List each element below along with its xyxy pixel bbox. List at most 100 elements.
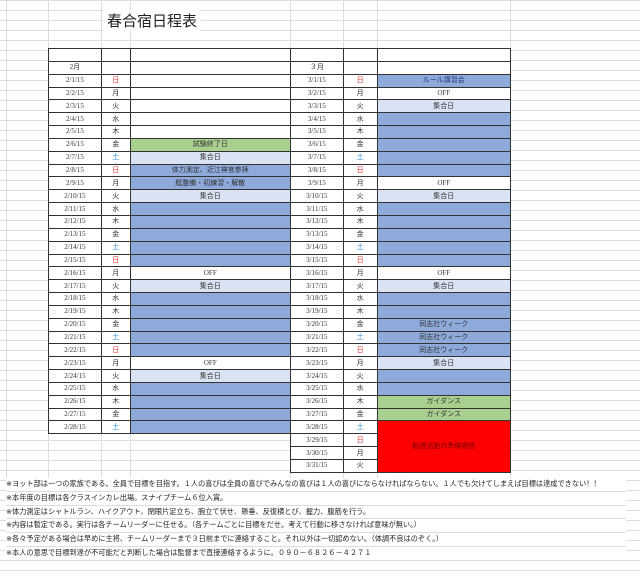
event-cell[interactable]: [376, 240, 512, 255]
date-cell[interactable]: 3/27/15: [290, 407, 344, 422]
weekday-cell[interactable]: 土: [342, 330, 378, 345]
weekday-cell[interactable]: 火: [100, 189, 131, 204]
weekday-cell[interactable]: 日: [342, 343, 378, 358]
event-cell[interactable]: 同志社ウィーク: [376, 343, 512, 358]
event-cell[interactable]: 集合日: [129, 279, 292, 294]
date-cell[interactable]: 3/28/15: [290, 420, 344, 435]
weekday-cell[interactable]: 火: [100, 369, 131, 383]
event-cell[interactable]: [376, 163, 512, 178]
event-cell[interactable]: [376, 125, 512, 139]
weekday-cell[interactable]: 木: [100, 394, 131, 409]
date-cell[interactable]: 3/9/15: [290, 176, 344, 191]
date-cell[interactable]: 2/4/15: [48, 112, 102, 127]
event-cell[interactable]: [129, 420, 292, 435]
date-cell[interactable]: 3/10/15: [290, 189, 344, 204]
event-cell[interactable]: 勧誘活動の準備期間: [376, 420, 512, 473]
event-cell[interactable]: OFF: [376, 86, 512, 101]
weekday-cell[interactable]: 月: [342, 356, 378, 371]
event-cell[interactable]: [129, 394, 292, 409]
weekday-cell[interactable]: 水: [100, 112, 131, 127]
weekday-cell[interactable]: 火: [342, 369, 378, 383]
weekday-cell[interactable]: 日: [100, 73, 131, 88]
weekday-cell[interactable]: 金: [342, 407, 378, 422]
date-cell[interactable]: 3/23/15: [290, 356, 344, 371]
date-cell[interactable]: 2/27/15: [48, 407, 102, 422]
date-cell[interactable]: 3/26/15: [290, 394, 344, 409]
weekday-cell[interactable]: 水: [342, 202, 378, 216]
event-cell[interactable]: 集合日: [129, 150, 292, 165]
weekday-cell[interactable]: 土: [342, 420, 378, 435]
weekday-cell[interactable]: 水: [342, 292, 378, 306]
date-cell[interactable]: 2/16/15: [48, 266, 102, 281]
weekday-cell[interactable]: 月: [342, 446, 378, 460]
cell[interactable]: [129, 48, 292, 62]
weekday-cell[interactable]: 月: [100, 356, 131, 371]
date-cell[interactable]: 2/13/15: [48, 227, 102, 242]
weekday-cell[interactable]: 金: [100, 317, 131, 332]
weekday-cell[interactable]: 月: [342, 266, 378, 281]
event-cell[interactable]: [129, 86, 292, 101]
event-cell[interactable]: ガイダンス: [376, 407, 512, 422]
weekday-cell[interactable]: 日: [100, 253, 131, 268]
weekday-cell[interactable]: 金: [100, 227, 131, 242]
date-cell[interactable]: 3/8/15: [290, 163, 344, 178]
weekday-cell[interactable]: 火: [342, 189, 378, 204]
date-cell[interactable]: 3/5/15: [290, 125, 344, 139]
date-cell[interactable]: 2/3/15: [48, 99, 102, 114]
event-cell[interactable]: [129, 227, 292, 242]
weekday-cell[interactable]: 月: [342, 176, 378, 191]
weekday-cell[interactable]: 金: [100, 407, 131, 422]
date-cell[interactable]: 2/18/15: [48, 292, 102, 306]
weekday-cell[interactable]: 水: [342, 381, 378, 396]
event-cell[interactable]: OFF: [129, 266, 292, 281]
date-cell[interactable]: 3/14/15: [290, 240, 344, 255]
event-cell[interactable]: [376, 137, 512, 152]
weekday-cell[interactable]: 土: [100, 150, 131, 165]
weekday-cell[interactable]: 木: [342, 394, 378, 409]
event-cell[interactable]: [376, 292, 512, 306]
date-cell[interactable]: 2/17/15: [48, 279, 102, 294]
date-cell[interactable]: 2/14/15: [48, 240, 102, 255]
date-cell[interactable]: 2/24/15: [48, 369, 102, 383]
month-header-cell[interactable]: 2月: [48, 60, 102, 75]
weekday-cell[interactable]: 木: [342, 214, 378, 229]
weekday-cell[interactable]: 木: [342, 125, 378, 139]
date-cell[interactable]: 3/4/15: [290, 112, 344, 127]
event-cell[interactable]: 集合日: [376, 356, 512, 371]
weekday-cell[interactable]: 木: [100, 125, 131, 139]
date-cell[interactable]: 2/25/15: [48, 381, 102, 396]
date-cell[interactable]: 3/16/15: [290, 266, 344, 281]
event-cell[interactable]: 艇整備・初練習・解散: [129, 176, 292, 191]
weekday-cell[interactable]: 金: [342, 137, 378, 152]
date-cell[interactable]: 3/11/15: [290, 202, 344, 216]
month-header-cell[interactable]: ３月: [290, 60, 344, 75]
weekday-cell[interactable]: 火: [342, 99, 378, 114]
event-cell[interactable]: 同志社ウィーク: [376, 330, 512, 345]
weekday-cell[interactable]: 火: [100, 99, 131, 114]
weekday-cell[interactable]: 火: [342, 459, 378, 473]
weekday-cell[interactable]: 日: [342, 73, 378, 88]
date-cell[interactable]: 3/24/15: [290, 369, 344, 383]
date-cell[interactable]: 3/7/15: [290, 150, 344, 165]
weekday-cell[interactable]: 金: [100, 137, 131, 152]
event-cell[interactable]: [376, 227, 512, 242]
event-cell[interactable]: [376, 381, 512, 396]
event-cell[interactable]: [376, 369, 512, 383]
event-cell[interactable]: ルール講習会: [376, 73, 512, 88]
date-cell[interactable]: 2/20/15: [48, 317, 102, 332]
date-cell[interactable]: 3/31/15: [290, 459, 344, 473]
weekday-cell[interactable]: 火: [100, 279, 131, 294]
weekday-cell[interactable]: 木: [100, 214, 131, 229]
date-cell[interactable]: 2/5/15: [48, 125, 102, 139]
weekday-cell[interactable]: 日: [342, 433, 378, 448]
event-cell[interactable]: [129, 407, 292, 422]
event-cell[interactable]: [129, 112, 292, 127]
weekday-cell[interactable]: 土: [100, 330, 131, 345]
event-cell[interactable]: ガイダンス: [376, 394, 512, 409]
date-cell[interactable]: 2/7/15: [48, 150, 102, 165]
weekday-cell[interactable]: 木: [100, 304, 131, 319]
event-cell[interactable]: [129, 343, 292, 358]
cell[interactable]: [48, 48, 102, 62]
event-cell[interactable]: [376, 304, 512, 319]
event-cell[interactable]: [376, 150, 512, 165]
